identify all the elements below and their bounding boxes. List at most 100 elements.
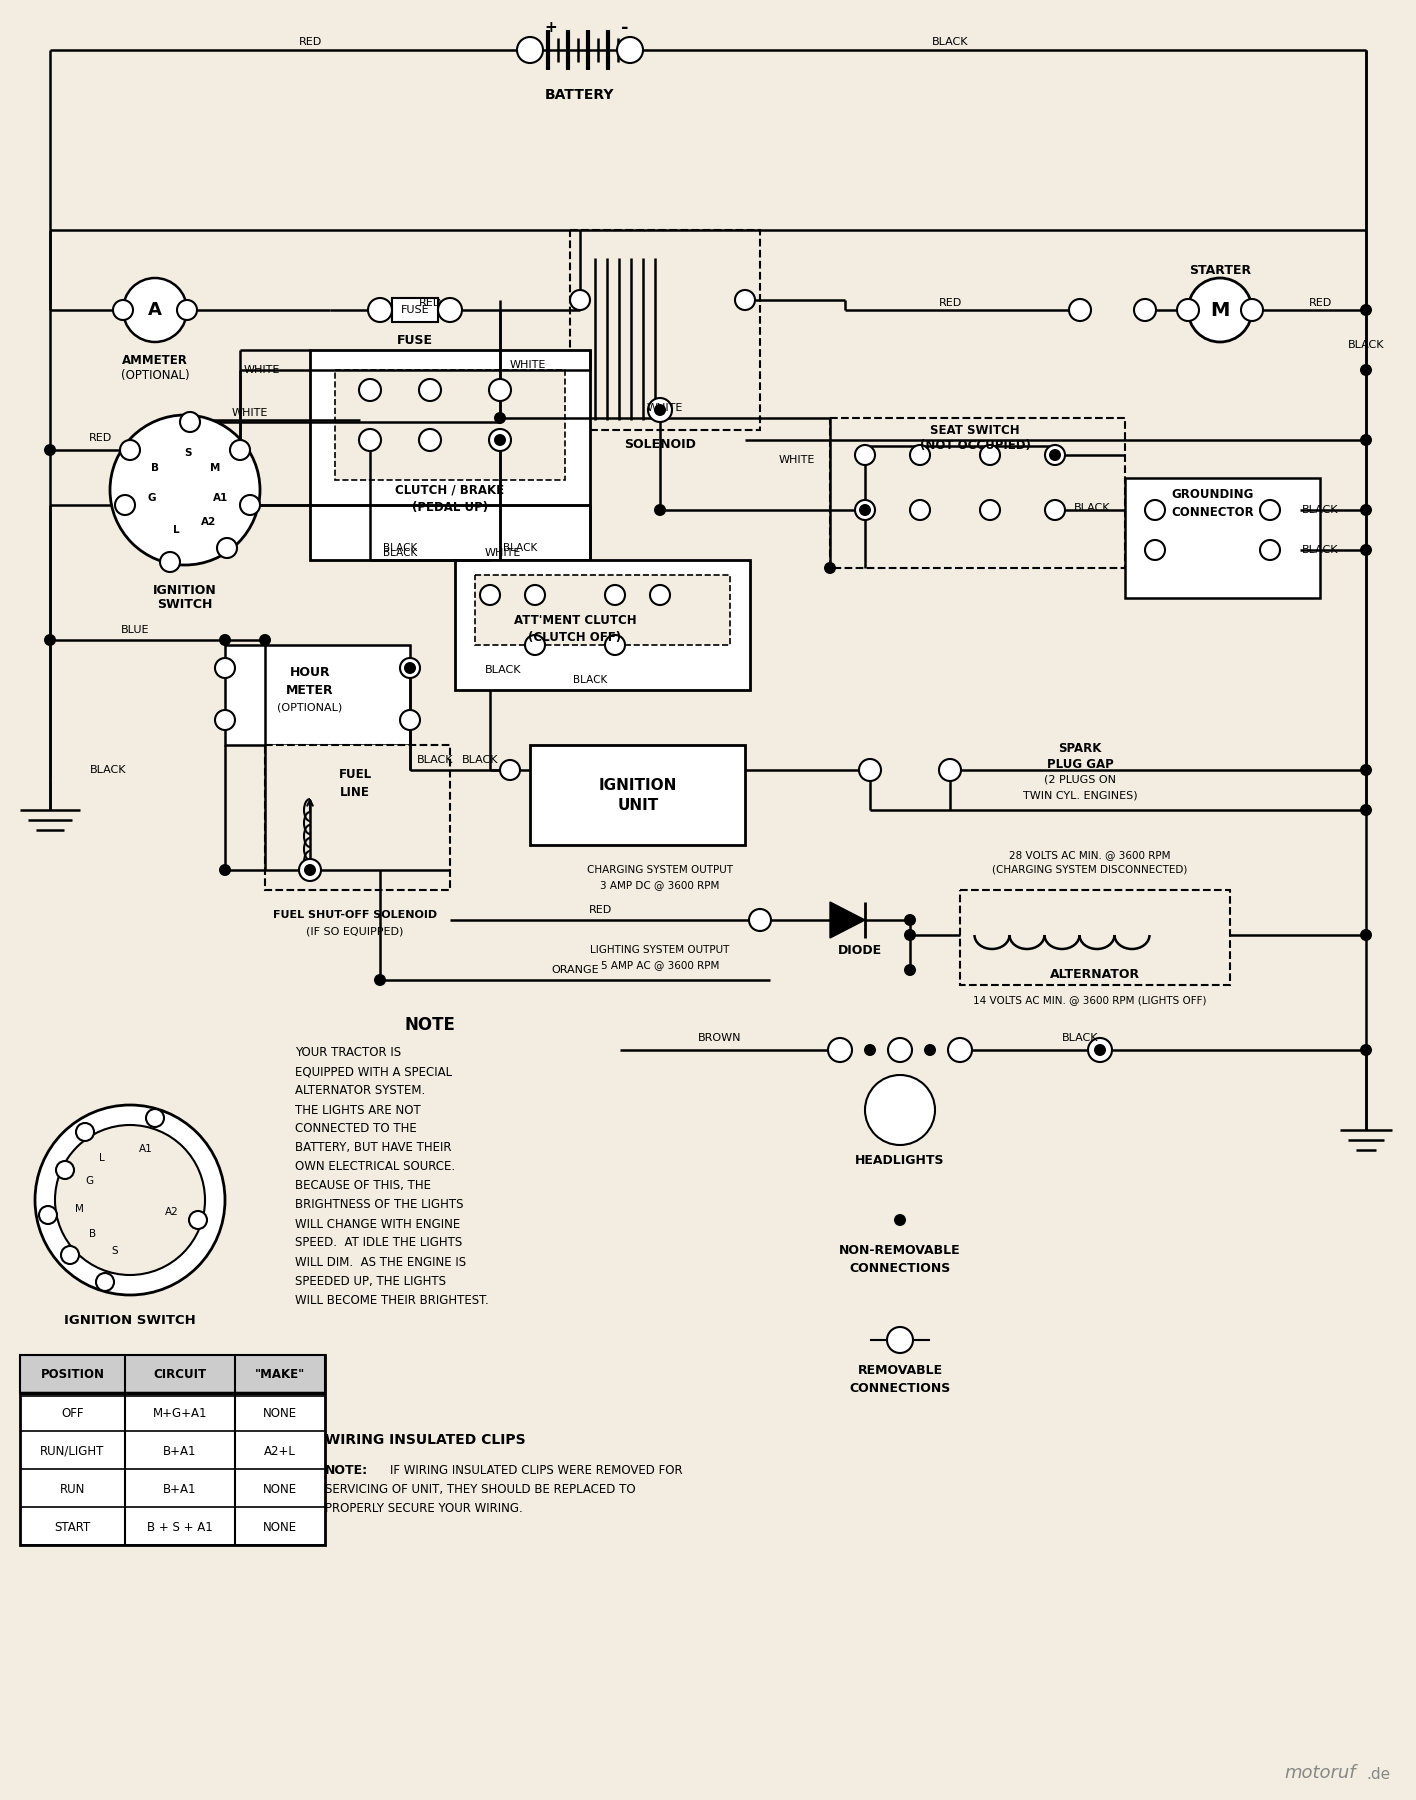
Circle shape	[44, 445, 57, 455]
Bar	[392, 299, 438, 322]
Text: CLUTCH / BRAKE: CLUTCH / BRAKE	[395, 484, 504, 497]
Text: BLACK: BLACK	[1348, 340, 1385, 349]
Text: WILL BECOME THEIR BRIGHTEST.: WILL BECOME THEIR BRIGHTEST.	[295, 1294, 489, 1307]
Circle shape	[419, 428, 440, 452]
Text: (NOT OCCUPIED): (NOT OCCUPIED)	[919, 439, 1031, 452]
Text: BLACK: BLACK	[416, 754, 453, 765]
Circle shape	[903, 929, 916, 941]
Text: BLACK: BLACK	[932, 38, 969, 47]
Circle shape	[860, 760, 881, 781]
Circle shape	[1049, 448, 1061, 461]
Text: A2+L: A2+L	[263, 1445, 296, 1458]
Circle shape	[1045, 500, 1065, 520]
Text: AMMETER: AMMETER	[122, 353, 188, 367]
Text: BLACK: BLACK	[382, 547, 418, 558]
Circle shape	[120, 439, 140, 461]
Text: FUEL SHUT-OFF SOLENOID: FUEL SHUT-OFF SOLENOID	[273, 911, 438, 920]
Circle shape	[1359, 434, 1372, 446]
Text: SERVICING OF UNIT, THEY SHOULD BE REPLACED TO: SERVICING OF UNIT, THEY SHOULD BE REPLAC…	[326, 1483, 636, 1496]
Text: 3 AMP DC @ 3600 RPM: 3 AMP DC @ 3600 RPM	[600, 880, 719, 889]
Circle shape	[1146, 540, 1165, 560]
Text: CONNECTED TO THE: CONNECTED TO THE	[295, 1123, 416, 1136]
Text: BROWN: BROWN	[698, 1033, 742, 1042]
Circle shape	[489, 380, 511, 401]
Circle shape	[55, 1125, 205, 1274]
Circle shape	[1359, 364, 1372, 376]
Text: OWN ELECTRICAL SOURCE.: OWN ELECTRICAL SOURCE.	[295, 1161, 455, 1174]
Circle shape	[1359, 763, 1372, 776]
Text: BLACK: BLACK	[573, 675, 607, 686]
Text: B+A1: B+A1	[163, 1445, 197, 1458]
Circle shape	[61, 1246, 79, 1264]
Circle shape	[828, 1039, 852, 1062]
Text: M: M	[210, 463, 221, 473]
Circle shape	[855, 445, 875, 464]
Circle shape	[489, 428, 511, 452]
Text: NONE: NONE	[263, 1521, 297, 1534]
Text: RED: RED	[299, 38, 321, 47]
Circle shape	[1134, 299, 1155, 320]
Circle shape	[44, 634, 57, 646]
Circle shape	[749, 909, 770, 931]
Circle shape	[368, 299, 392, 322]
Circle shape	[259, 634, 270, 646]
Bar	[474, 574, 731, 644]
Text: IGNITION SWITCH: IGNITION SWITCH	[64, 1314, 195, 1327]
Circle shape	[1240, 299, 1263, 320]
Circle shape	[494, 412, 506, 425]
Text: BECAUSE OF THIS, THE: BECAUSE OF THIS, THE	[295, 1179, 430, 1192]
Text: NONE: NONE	[263, 1483, 297, 1496]
Text: motoruf: motoruf	[1284, 1764, 1357, 1782]
Circle shape	[1095, 1044, 1106, 1057]
Text: CONNECTIONS: CONNECTIONS	[850, 1262, 950, 1274]
Text: RUN/LIGHT: RUN/LIGHT	[40, 1445, 105, 1458]
Circle shape	[1087, 1039, 1112, 1062]
Text: FUSE: FUSE	[401, 304, 429, 315]
Text: G: G	[147, 493, 156, 504]
Text: BRIGHTNESS OF THE LIGHTS: BRIGHTNESS OF THE LIGHTS	[295, 1199, 463, 1211]
Text: B: B	[89, 1229, 96, 1238]
Circle shape	[404, 662, 416, 673]
Text: RUN: RUN	[59, 1483, 85, 1496]
Text: PLUG GAP: PLUG GAP	[1046, 758, 1113, 770]
Text: A1: A1	[139, 1145, 153, 1154]
Text: 5 AMP AC @ 3600 RPM: 5 AMP AC @ 3600 RPM	[600, 959, 719, 970]
Text: ALTERNATOR: ALTERNATOR	[1049, 968, 1140, 981]
Circle shape	[886, 1327, 913, 1354]
Circle shape	[96, 1273, 115, 1291]
Text: RED: RED	[1308, 299, 1331, 308]
Text: RED: RED	[418, 299, 442, 308]
Text: WHITE: WHITE	[244, 365, 280, 374]
Text: WILL CHANGE WITH ENGINE: WILL CHANGE WITH ENGINE	[295, 1217, 460, 1231]
Circle shape	[947, 1039, 971, 1062]
Text: M: M	[75, 1204, 84, 1215]
Circle shape	[188, 1211, 207, 1229]
Text: WHITE: WHITE	[510, 360, 547, 371]
Circle shape	[649, 398, 673, 421]
Text: (CHARGING SYSTEM DISCONNECTED): (CHARGING SYSTEM DISCONNECTED)	[993, 866, 1188, 875]
Text: -: -	[622, 20, 629, 38]
Circle shape	[925, 1044, 936, 1057]
Text: S: S	[112, 1246, 118, 1256]
Text: (PEDAL UP): (PEDAL UP)	[412, 502, 489, 515]
Text: METER: METER	[286, 684, 334, 697]
Text: SPEEDED UP, THE LIGHTS: SPEEDED UP, THE LIGHTS	[295, 1274, 446, 1287]
Text: A2: A2	[201, 517, 215, 527]
Text: B: B	[150, 463, 159, 473]
Circle shape	[229, 439, 251, 461]
Circle shape	[360, 380, 381, 401]
Text: A1: A1	[214, 493, 228, 504]
Circle shape	[123, 277, 187, 342]
Text: G: G	[85, 1177, 93, 1186]
Text: RED: RED	[939, 299, 961, 308]
Text: BATTERY: BATTERY	[545, 88, 615, 103]
Bar	[310, 349, 590, 560]
Circle shape	[360, 428, 381, 452]
Text: BATTERY, BUT HAVE THEIR: BATTERY, BUT HAVE THEIR	[295, 1141, 452, 1154]
Text: GROUNDING: GROUNDING	[1172, 488, 1255, 502]
Circle shape	[910, 445, 930, 464]
Circle shape	[215, 709, 235, 731]
Circle shape	[571, 290, 590, 310]
Bar	[20, 1355, 326, 1393]
Text: "MAKE": "MAKE"	[255, 1368, 304, 1381]
